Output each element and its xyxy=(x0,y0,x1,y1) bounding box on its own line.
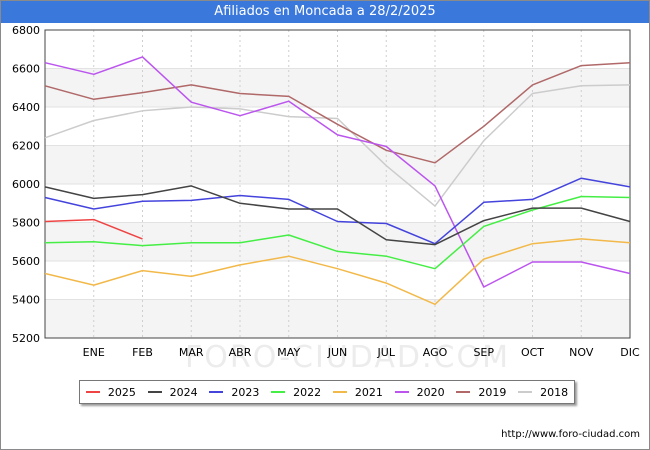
legend-label: 2024 xyxy=(169,385,198,399)
y-tick-label: 5400 xyxy=(12,294,40,307)
series-line-2024 xyxy=(44,185,631,246)
y-tick-label: 5800 xyxy=(12,217,40,230)
x-tick-label: NOV xyxy=(569,346,594,359)
x-tick-label: FEB xyxy=(132,346,153,359)
legend-item-2018: 2018 xyxy=(518,386,568,399)
legend-swatch xyxy=(147,391,162,393)
legend-label: 2023 xyxy=(231,385,260,399)
x-tick-label: MAY xyxy=(277,346,300,359)
y-tick-label: 6400 xyxy=(12,101,40,114)
series-line-2025 xyxy=(44,218,143,240)
series-line-2019 xyxy=(44,61,631,164)
x-tick-label: ENE xyxy=(83,346,105,359)
series-line-2018 xyxy=(44,84,631,207)
y-tick-label: 5200 xyxy=(12,332,40,345)
legend-label: 2018 xyxy=(540,385,569,399)
legend-swatch xyxy=(518,391,533,393)
chart-title: Afiliados en Moncada a 28/2/2025 xyxy=(1,1,649,23)
legend-item-2023: 2023 xyxy=(209,386,259,399)
legend-swatch xyxy=(332,391,347,393)
x-tick-label: DIC xyxy=(620,346,640,359)
x-tick-label: OCT xyxy=(521,346,544,359)
legend-item-2020: 2020 xyxy=(394,385,445,399)
legend-swatch xyxy=(209,391,224,393)
watermark: FORO-CIUDAD.COM xyxy=(185,340,510,375)
legend-swatch xyxy=(271,391,286,393)
x-tick-label: ABR xyxy=(229,346,252,359)
y-tick-label: 6000 xyxy=(12,178,40,191)
legend-item-2025: 2025 xyxy=(85,385,136,399)
y-tick-label: 6200 xyxy=(12,140,40,153)
series-line-2023 xyxy=(44,177,631,245)
series-line-2022 xyxy=(44,195,631,270)
legend-swatch xyxy=(85,391,100,393)
x-tick-label: JUN xyxy=(327,346,348,359)
legend: 2025 2024 2023 2022 2021 2020 2019 2018 xyxy=(79,380,575,404)
legend-label: 2019 xyxy=(478,385,507,399)
legend-item-2022: 2022 xyxy=(271,386,321,399)
x-tick-label: AGO xyxy=(423,346,448,359)
x-tick-label: MAR xyxy=(179,346,204,359)
plot-area xyxy=(44,29,631,339)
y-tick-label: 6800 xyxy=(12,24,40,37)
legend-item-2021: 2021 xyxy=(332,385,383,399)
legend-swatch xyxy=(456,391,471,393)
x-tick-label: JUL xyxy=(377,346,396,359)
y-tick-label: 6600 xyxy=(12,63,40,76)
legend-label: 2022 xyxy=(293,385,322,399)
source-url[interactable]: http://www.foro-ciudad.com xyxy=(501,429,640,440)
series-line-2021 xyxy=(44,238,631,306)
series-line-2020 xyxy=(44,56,631,288)
legend-swatch xyxy=(394,391,409,393)
legend-label: 2020 xyxy=(416,385,445,399)
legend-item-2024: 2024 xyxy=(147,385,198,399)
x-tick-label: SEP xyxy=(473,346,494,359)
legend-item-2019: 2019 xyxy=(456,386,506,399)
legend-label: 2025 xyxy=(107,385,136,399)
y-tick-label: 5600 xyxy=(12,255,40,268)
legend-label: 2021 xyxy=(354,385,383,399)
